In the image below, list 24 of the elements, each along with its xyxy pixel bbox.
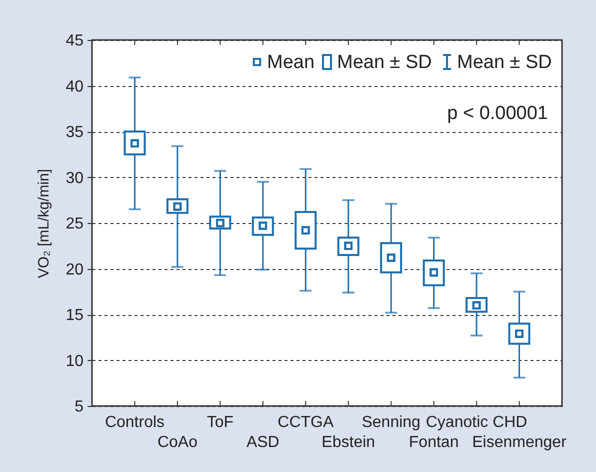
legend-label: Mean ± SD (337, 52, 432, 73)
x-tick-label: Fontan (408, 434, 459, 451)
legend-label: Mean ± SD (457, 52, 552, 73)
y-axis-title: VO₂ [mL/kg/min] (36, 168, 53, 278)
x-tick-label: ToF (206, 414, 234, 431)
legend-label: Mean (267, 52, 315, 73)
x-tick-label: Eisenmenger (472, 434, 568, 451)
x-tick-label: ASD (246, 434, 280, 451)
x-tick-label: Cyanotic CHD (426, 414, 528, 431)
y-tick-label: 10 (66, 352, 84, 370)
annotation: p < 0.00001 (447, 103, 548, 124)
x-tick-label: Senning (362, 414, 420, 431)
x-tick-label: CoAo (157, 434, 198, 451)
y-tick-label: 35 (66, 124, 84, 141)
x-tick-label: Ebstein (322, 434, 376, 451)
y-tick-label: 30 (66, 170, 84, 187)
y-tick-label: 45 (66, 32, 84, 50)
y-tick-label: 40 (66, 78, 84, 96)
y-tick-label: 5 (74, 398, 84, 416)
x-tick-label: Controls (104, 414, 165, 431)
y-tick-label: 15 (66, 307, 84, 324)
y-tick-label: 25 (66, 216, 84, 232)
x-tick-label: CCTGA (278, 414, 334, 431)
y-tick-label: 20 (66, 261, 84, 278)
